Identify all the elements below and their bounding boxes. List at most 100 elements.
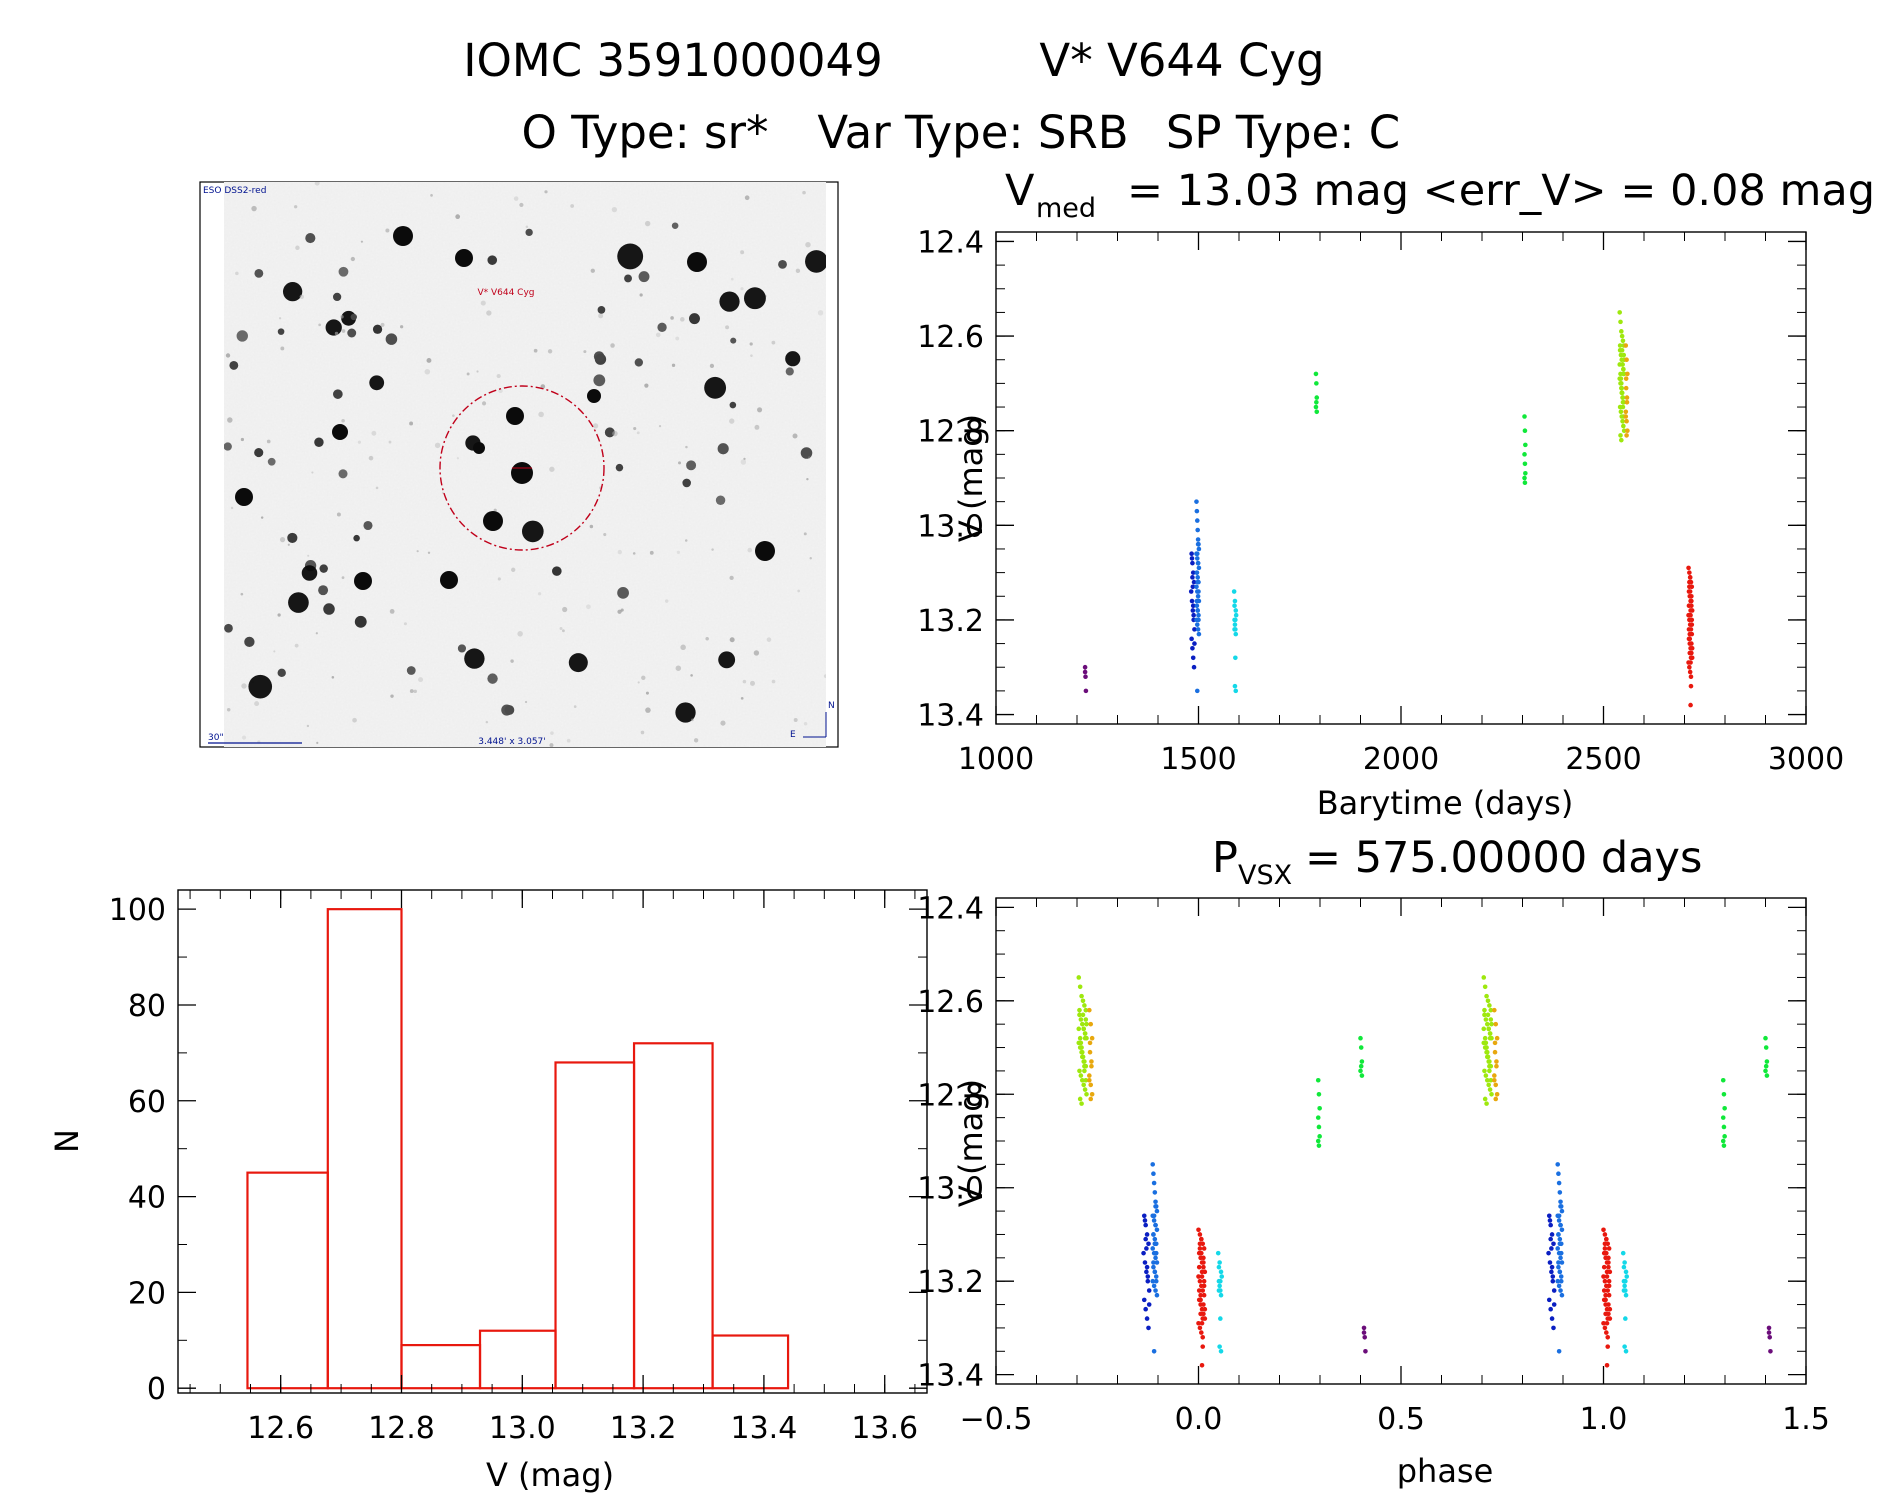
histogram-panel: 12.6 12.8 13.0 13.2 13.4 13.6 0 20 40 60 80 100 V (… [48,889,928,1494]
light-curve-point-season-6a [1618,381,1624,386]
light-curve-point-season-6b [1623,376,1629,381]
phased-point-season-2b [1151,1260,1156,1265]
star [705,636,709,641]
phased-point-season-2a [1144,1232,1150,1237]
histogram-bar [554,1061,636,1390]
star [676,550,681,555]
star [266,439,271,444]
light-curve-point-season-6a [1620,404,1626,410]
phased-point-season-2b [1556,1180,1562,1186]
star [455,214,461,220]
star [305,233,316,244]
phased-point-season-7 [1197,1232,1203,1237]
star [352,717,357,723]
phased-point-season-6a [1080,998,1086,1004]
histogram-x-tick-label: 13.0 [489,1411,556,1446]
phased-point-season-2a [1549,1269,1554,1275]
star [332,292,342,302]
phased-point-season-2b [1559,1227,1565,1233]
star [632,552,636,555]
phased-point-season-2b [1153,1199,1158,1205]
phased-point-season-7 [1199,1320,1205,1326]
phased-point-season-6b [1493,1082,1499,1088]
phased-point-season-6a [1079,1049,1085,1055]
phased-point-season-7 [1604,1363,1610,1368]
phased-point-season-6b [1492,1040,1498,1046]
star [604,427,615,438]
phased-point-season-6b [1493,1096,1499,1102]
light-curve-panel: V med = 13.03 mag <err_V> = 0.08 mag 100… [917,166,1875,822]
star [456,457,459,460]
phased-point-season-6a [1077,1007,1082,1013]
phased-point-season-7 [1201,1264,1206,1270]
phased-point-season-3 [1218,1316,1223,1321]
star [230,506,234,510]
star [524,700,528,704]
phased-point-season-5 [1315,1077,1321,1083]
light-curve-point-season-7 [1687,584,1692,590]
phased-point-season-2b [1558,1204,1563,1209]
light-curve-point-season-7 [1687,636,1693,642]
phased-y-tick-label: 13.0 [917,1172,984,1207]
star [333,389,343,399]
star [638,271,650,283]
star [718,651,736,669]
phased-point-season-6a [1079,1054,1085,1060]
star [287,532,298,543]
phased-point-season-7 [1602,1232,1608,1237]
phased-point-season-2b [1558,1255,1563,1261]
phased-point-season-5 [1721,1091,1727,1097]
light-curve-point-season-6b [1624,395,1630,400]
light-curve-point-season-6b [1624,418,1629,424]
star [510,659,514,663]
phased-point-season-6a [1077,1035,1083,1041]
star [803,532,807,536]
light-curve-point-season-7 [1687,570,1692,575]
star [649,550,654,555]
finder-chart: ESO DSS2-red V* V644 Cyg 30" 3.448' x 3.… [199,181,839,748]
light-curve-x-tick-label: 1000 [958,742,1034,777]
star-field [224,182,826,747]
phased-point-season-6a [1487,1031,1493,1036]
phased-point-season-6a [1077,1096,1083,1102]
star [497,577,501,581]
star [747,547,753,553]
light-curve-point-season-2a [1190,560,1195,566]
star [307,554,310,557]
phased-point-season-6b [1492,1077,1497,1083]
phased-point-season-3 [1622,1260,1627,1265]
star [690,674,693,677]
phased-point-season-6a [1485,1012,1491,1018]
star [645,691,649,695]
phased-point-season-2a [1551,1241,1556,1247]
light-curve-y-tick-label: 13.4 [917,699,984,734]
compass-east-label: E [790,730,796,740]
phased-title-subscript: VSX [1238,860,1292,891]
light-curve-axes: 1000 1500 2000 2500 3000 12.4 12.6 12.8 13.0 13.2… [917,225,1844,777]
light-curve-point-season-7 [1689,617,1695,623]
phased-point-season-5 [1720,1138,1726,1144]
light-curve-point-season-5 [1522,452,1527,457]
phased-point-season-6a [1489,1021,1494,1027]
phased-point-season-7 [1605,1288,1611,1293]
bright-star [506,407,524,425]
phased-point-season-7 [1602,1325,1608,1331]
light-curve-point-season-3 [1232,683,1238,689]
star [314,437,324,447]
phased-point-season-3 [1219,1274,1225,1279]
histogram-x-label: V (mag) [486,1456,614,1494]
phased-point-season-2a [1144,1269,1149,1275]
phased-point-season-2a [1146,1325,1151,1331]
phased-point-season-7 [1601,1320,1606,1326]
phased-point-season-7 [1200,1334,1206,1340]
star [729,575,734,581]
star [487,673,498,684]
light-curve-point-season-2a [1190,603,1196,609]
phased-point-season-6b [1089,1059,1094,1064]
light-curve-point-season-7 [1688,674,1694,679]
phased-point-season-2a [1551,1302,1557,1307]
light-curve-point-season-5 [1522,475,1527,481]
phased-point-season-6b [1089,1063,1094,1069]
phased-point-season-2a [1145,1274,1151,1279]
star [730,277,734,281]
